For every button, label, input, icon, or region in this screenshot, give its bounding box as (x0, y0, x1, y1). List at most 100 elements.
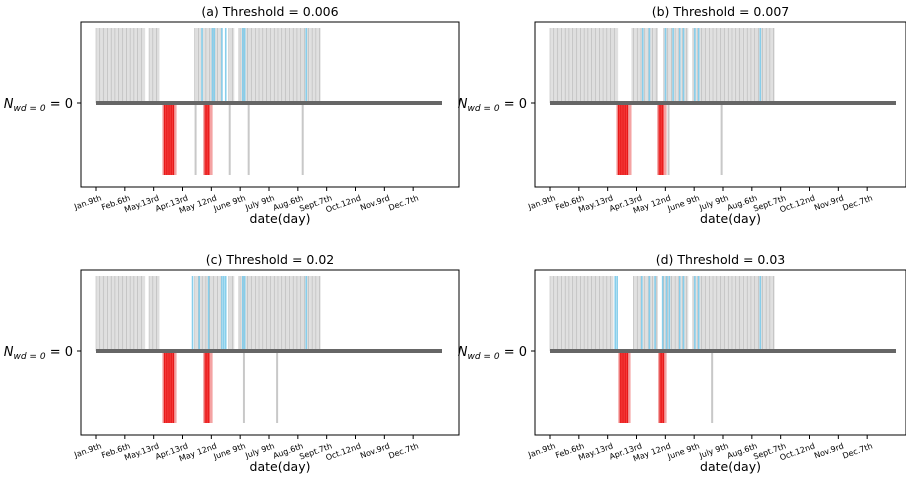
bar-up (136, 276, 138, 351)
bar-up (761, 28, 763, 103)
bar-up (196, 276, 198, 351)
bar-up (269, 28, 271, 103)
bar-up (638, 276, 639, 351)
bar-up (773, 276, 775, 351)
bar-up (717, 276, 719, 351)
bar-up (633, 276, 635, 351)
bar-up (570, 276, 572, 351)
bar-up (101, 28, 103, 103)
y-axis-label: Nwd = 0 = 0 (4, 97, 73, 114)
bar-up (134, 28, 136, 103)
bar-up (714, 28, 716, 103)
bar-up-blue (682, 28, 685, 103)
bar-up (721, 28, 723, 103)
bar-up (124, 28, 126, 103)
bar-up (203, 276, 204, 351)
bar-up (587, 276, 589, 351)
bar-up (256, 28, 258, 103)
bar-up (310, 28, 312, 103)
bar-up (247, 276, 249, 351)
bar-up (118, 28, 120, 103)
bar-up (575, 28, 577, 103)
bar-up (650, 28, 652, 103)
bar-down-red (164, 103, 174, 175)
bar-up (278, 28, 280, 103)
bar-up (202, 276, 203, 351)
bar-up (111, 28, 112, 103)
bar-up-blue (648, 28, 651, 103)
bar-up (725, 276, 727, 351)
bar-up (117, 276, 119, 351)
bar-up (567, 28, 568, 103)
bar-up (635, 28, 637, 103)
bar-up (105, 28, 107, 103)
bar-up (239, 28, 240, 103)
bar-up (298, 28, 300, 103)
bar-up (264, 276, 266, 351)
bar-up (140, 28, 142, 103)
bar-up (607, 276, 609, 351)
bar-up (604, 28, 605, 103)
bar-up (254, 276, 256, 351)
bar-up (736, 276, 738, 351)
bar-up (217, 28, 219, 103)
bar-up (745, 276, 747, 351)
bar-down-grey (720, 103, 723, 175)
bar-up (676, 28, 677, 103)
bar-up (741, 276, 743, 351)
bar-up (133, 276, 135, 351)
bar-up (647, 276, 649, 351)
bar-up (253, 276, 255, 351)
bar-up (295, 276, 296, 351)
bar-up (141, 28, 143, 103)
bar-up (551, 276, 553, 351)
chart-title: (b) Threshold = 0.007 (652, 4, 789, 19)
x-tick-label: Nov.9rd (813, 441, 845, 460)
bar-up (711, 28, 712, 103)
bar-down-pink (663, 103, 667, 175)
bar-up (108, 28, 110, 103)
bar-up (220, 276, 221, 351)
bar-up (281, 28, 283, 103)
bar-up (653, 28, 655, 103)
x-axis-label: date(day) (250, 459, 311, 474)
bar-up (285, 276, 287, 351)
bar-up (109, 276, 111, 351)
bar-down-pink (657, 103, 660, 175)
bar-up (580, 276, 582, 351)
bar-up (155, 276, 157, 351)
bar-up (125, 276, 127, 351)
bar-up (304, 28, 306, 103)
bar-up (632, 28, 634, 103)
bar-up (597, 28, 599, 103)
bar-up (216, 276, 218, 351)
bar-up (743, 28, 745, 103)
bar-up (742, 28, 744, 103)
bar-up (294, 276, 295, 351)
x-tick-label: Nov.9rd (359, 193, 391, 212)
bar-up (590, 276, 592, 351)
x-tick-label: June 9th (666, 193, 701, 213)
bar-up (197, 276, 199, 351)
bar-up (723, 28, 725, 103)
bar-up (249, 28, 251, 103)
bar-up (214, 276, 216, 351)
bar-down-pink (209, 103, 213, 175)
bar-up (206, 276, 208, 351)
bar-down-grey (242, 351, 245, 423)
bar-up (670, 28, 672, 103)
bar-up (154, 276, 156, 351)
bar-up (103, 28, 105, 103)
bar-up (271, 276, 273, 351)
bar-up (747, 28, 748, 103)
bar-up (233, 276, 235, 351)
bar-up (135, 276, 137, 351)
bar-up (301, 28, 303, 103)
bar-up (211, 276, 213, 351)
bar-up (702, 28, 704, 103)
bar-up (652, 276, 654, 351)
bar-up (680, 276, 682, 351)
bar-up (96, 28, 98, 103)
bar-up (100, 28, 102, 103)
